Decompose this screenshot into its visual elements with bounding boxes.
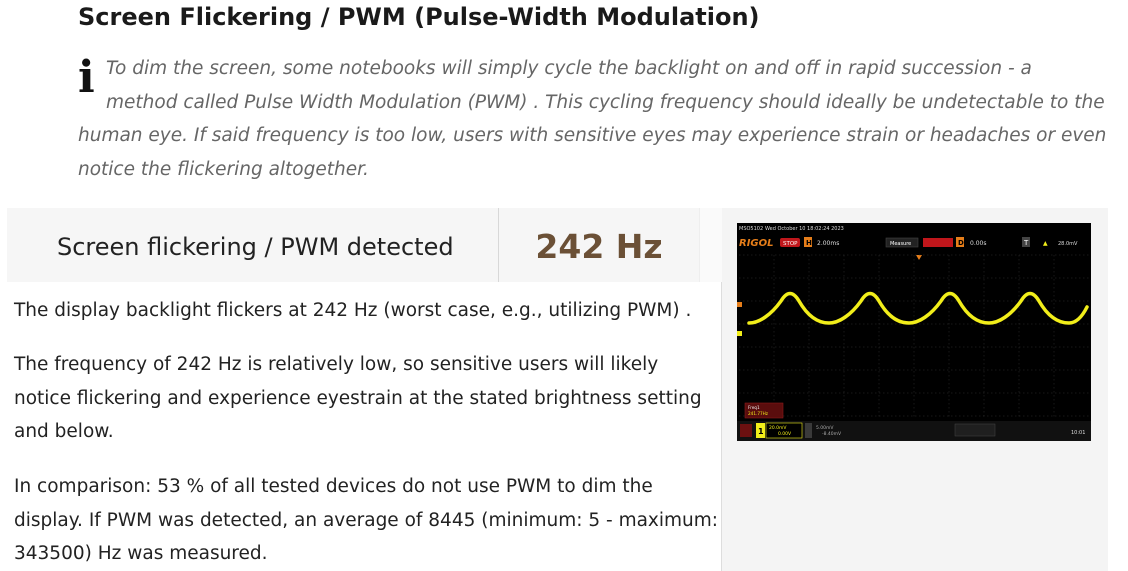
scope-date: Wed October 10 18:02:24 2023 [765, 226, 844, 232]
oscilloscope-screenshot: MSO5102 Wed October 10 18:02:24 2023 RIG… [737, 223, 1091, 441]
scope-grid [739, 254, 1091, 418]
svg-text:▲: ▲ [1043, 240, 1048, 247]
scope-h-value: 2.00ms [817, 240, 839, 247]
scope-model: MSO5102 [739, 226, 763, 232]
scope-ch2-scale: 5.00mV [816, 425, 834, 431]
scope-waveform [747, 291, 1089, 325]
result-value: 242 Hz [535, 227, 663, 266]
paragraph-flicker-info: The display backlight flickers at 242 Hz… [14, 300, 692, 321]
result-header: Screen flickering / PWM detected 242 Hz [7, 208, 722, 282]
oscilloscope-panel: MSO5102 Wed October 10 18:02:24 2023 RIG… [722, 208, 1108, 571]
scope-freq-value: 241.77Hz [748, 411, 769, 416]
scope-ch1-offset: 0.00V [778, 431, 792, 437]
paragraph-comparison: In comparison: 53 % of all tested device… [14, 476, 719, 564]
scope-trigger-value: 28.0mV [1058, 241, 1078, 247]
scope-d-label: D [958, 239, 964, 247]
page-title: Screen Flickering / PWM (Pulse-Width Mod… [78, 3, 760, 31]
scope-ch2-offset: -8.40mV [822, 431, 842, 437]
divider [498, 208, 499, 282]
scope-status: STOP [783, 241, 798, 247]
scope-t-label: T [1023, 239, 1029, 247]
scope-ch1: 1 [758, 427, 764, 436]
info-icon: i [78, 52, 95, 103]
scope-clock: 10:01 [1071, 430, 1085, 436]
header-edge [699, 208, 722, 282]
scope-measure: Measure [890, 241, 911, 247]
result-label: Screen flickering / PWM detected [57, 233, 454, 261]
scope-brand: RIGOL [739, 238, 774, 249]
scope-d-value: 0.00s [970, 240, 987, 247]
scope-freq-label: Freq1 [748, 405, 760, 410]
scope-ch1-scale: 20.0mV [769, 425, 787, 431]
info-box: i To dim the screen, some notebooks will… [78, 52, 1108, 186]
info-text: To dim the screen, some notebooks will s… [78, 58, 1107, 180]
paragraph-frequency-assessment: The frequency of 242 Hz is relatively lo… [14, 354, 702, 442]
pwm-result-panel: Screen flickering / PWM detected 242 Hz … [7, 208, 722, 571]
scope-h-label: H [806, 239, 812, 247]
